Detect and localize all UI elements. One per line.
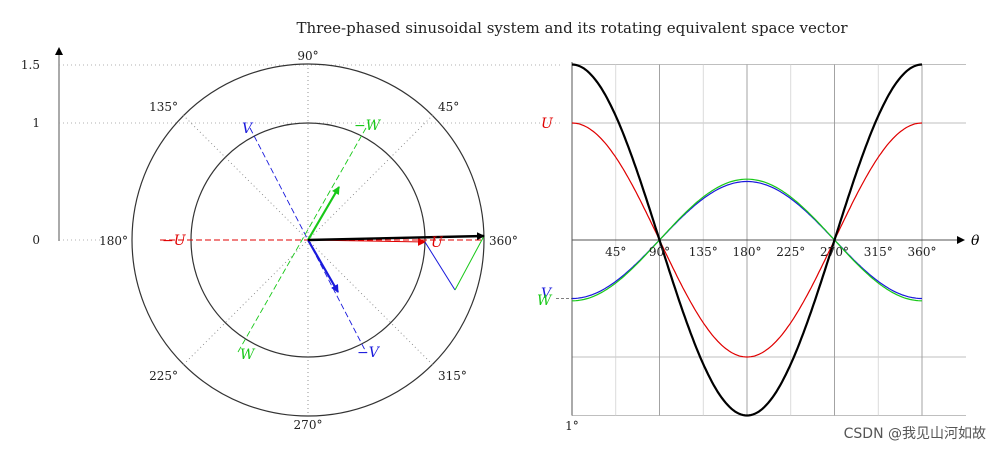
x-tick-label: 180°: [733, 245, 762, 259]
x-tick-label: 360°: [908, 245, 937, 259]
label-neg-u: −U: [162, 233, 187, 249]
angle-label: 360°: [489, 234, 518, 248]
waveform-series-resultant: [571, 63, 923, 417]
x-tick-label: 315°: [864, 245, 893, 259]
polar-diagram: 1.5 1 0 90° 45° 360° 315° 270° 225° 180°…: [21, 47, 560, 432]
angle-label: 180°: [99, 234, 128, 248]
x-tick-label: 270°: [820, 245, 849, 259]
x-tick-label: 90°: [649, 245, 670, 259]
waveform-x-axis-label: θ: [971, 233, 980, 249]
phase-axis-w: [237, 127, 367, 353]
waveform-series-w: [572, 178, 922, 302]
y-tick-label: 1.5: [21, 58, 40, 72]
vector-v: [307, 239, 339, 293]
angle-label: 270°: [294, 418, 323, 432]
waveform-x-ticks: 45° 90° 135° 180° 225° 270° 315° 360°: [605, 245, 936, 259]
label-w: W: [240, 347, 256, 363]
x-tick-label: 135°: [689, 245, 718, 259]
waveform-start-label: 1°: [565, 419, 579, 433]
y-tick-label: 1: [32, 116, 40, 130]
waveform-label-v: V: [541, 286, 553, 302]
label-neg-w: −W: [354, 118, 382, 134]
figure-title: Three-phased sinusoidal system and its r…: [296, 19, 848, 37]
angle-label: 225°: [149, 369, 178, 383]
angle-label: 45°: [438, 100, 459, 114]
waveform-grid: [556, 62, 966, 416]
x-tick-label: 45°: [605, 245, 626, 259]
waveform-label-w: W: [537, 293, 553, 309]
waveform-label-u: U: [541, 116, 554, 132]
waveform-series-u: [571, 122, 923, 358]
angle-label: 315°: [438, 369, 467, 383]
waveform-plot: 45° 90° 135° 180° 225° 270° 315° 360° U V W 1° …: [537, 62, 980, 433]
construction-w: [454, 235, 485, 291]
angle-label: 135°: [149, 100, 178, 114]
y-tick-label: 0: [32, 233, 40, 247]
waveform-series: [571, 63, 923, 417]
label-v: V: [242, 121, 254, 137]
x-tick-label: 225°: [776, 245, 805, 259]
resultant-vector: [307, 232, 485, 242]
waveform-series-v: [572, 180, 922, 300]
vector-w: [307, 186, 340, 241]
watermark: CSDN @我见山河如故: [844, 426, 986, 442]
label-u: U: [431, 235, 444, 251]
angle-label: 90°: [297, 49, 318, 63]
construction-v: [424, 241, 456, 291]
label-neg-v: −V: [357, 345, 381, 361]
